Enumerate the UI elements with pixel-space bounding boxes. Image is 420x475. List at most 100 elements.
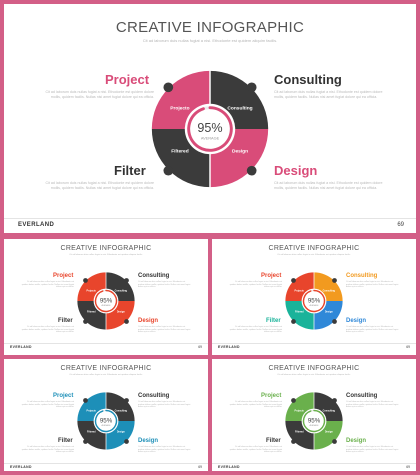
- slide-pink[interactable]: CREATIVE INFOGRAPHIC Cit ad laborum duis…: [4, 4, 416, 233]
- project-ring-label: Projecto: [294, 409, 304, 412]
- slide-title: CREATIVE INFOGRAPHIC: [60, 245, 152, 252]
- filter-segment: [151, 129, 210, 188]
- connector-dot: [124, 319, 129, 324]
- center-value: 95%: [308, 417, 321, 424]
- project-heading: Project: [261, 273, 282, 279]
- consulting-segment: [106, 392, 135, 421]
- consulting-text: Cit ad laborum duis nullas fugiat a nisi…: [346, 281, 399, 289]
- project-text: Cit ad laborum duis nullas fugiat a nisi…: [21, 281, 74, 289]
- consulting-segment: [210, 70, 269, 129]
- design-heading: Design: [138, 438, 159, 444]
- footer-divider: [212, 463, 416, 464]
- connector-dot: [332, 439, 337, 444]
- design-ring-label: Design: [325, 310, 333, 313]
- design-ring-label: Design: [325, 430, 333, 433]
- donut-chart: 95%AVERAGE Projecto Consulting Filtered Desi…: [151, 68, 269, 190]
- consulting-heading: Consulting: [274, 72, 342, 87]
- consulting-segment: [106, 272, 135, 301]
- progress-arc: [302, 289, 326, 313]
- connector-dot: [246, 165, 257, 176]
- brand-logo: EVERLAND: [10, 345, 32, 349]
- design-ring-label: Design: [117, 430, 125, 433]
- page-number: 69: [406, 465, 410, 469]
- slide-subtitle: Cit ad laborum duis nullas fugiat a nisi…: [69, 254, 143, 256]
- brand-logo: EVERLAND: [18, 222, 55, 228]
- slide-multicolor[interactable]: CREATIVE INFOGRAPHIC Cit ad laborum duis…: [212, 239, 416, 355]
- page-number: 69: [198, 465, 202, 469]
- slide-subtitle: Cit ad laborum duis nullas fugiat a nisi…: [142, 38, 278, 43]
- slide-blue[interactable]: CREATIVE INFOGRAPHIC Cit ad laborum duis…: [4, 359, 208, 471]
- slide-red-orange[interactable]: CREATIVE INFOGRAPHIC Cit ad laborum duis…: [4, 239, 208, 355]
- design-segment: [314, 421, 343, 450]
- slide-title: CREATIVE INFOGRAPHIC: [60, 365, 152, 372]
- center-label: AVERAGE: [309, 424, 319, 427]
- connector-dot: [124, 398, 129, 403]
- design-heading: Design: [274, 163, 318, 178]
- project-ring-label: Projecto: [86, 289, 96, 292]
- donut-center: [301, 288, 327, 314]
- consulting-ring-label: Consulting: [323, 409, 336, 412]
- connector-dot: [83, 439, 88, 444]
- connector-dot: [83, 319, 88, 324]
- donut-center: [184, 103, 236, 155]
- consulting-text: Cit ad laborum duis nullas fugiat a nisi…: [346, 401, 399, 409]
- filter-ring-label: Filtered: [295, 430, 304, 433]
- donut-center: [93, 288, 119, 314]
- consulting-heading: Consulting: [346, 393, 378, 399]
- filter-ring-label: Filtered: [87, 430, 96, 433]
- project-ring-label: Projecto: [170, 106, 189, 112]
- filter-text: Cit ad laborum duis nullas fugiat a nisi…: [45, 181, 154, 190]
- project-text: Cit ad laborum duis nullas fugiat a nisi…: [45, 90, 154, 99]
- design-segment: [106, 421, 135, 450]
- donut-center: [93, 408, 119, 434]
- project-text: Cit ad laborum duis nullas fugiat a nisi…: [21, 401, 74, 409]
- slide-title: CREATIVE INFOGRAPHIC: [268, 245, 360, 252]
- connector-dot: [332, 278, 337, 283]
- design-text: Cit ad laborum duis nullas fugiat a nisi…: [346, 446, 399, 454]
- connector-dot: [83, 398, 88, 403]
- project-segment: [77, 392, 106, 421]
- slide-subtitle: Cit ad laborum duis nullas fugiat a nisi…: [69, 374, 143, 376]
- page-number: 69: [198, 345, 202, 349]
- filter-heading: Filter: [114, 163, 146, 178]
- connector-dot: [332, 319, 337, 324]
- project-heading: Project: [53, 273, 74, 279]
- project-ring-label: Projecto: [294, 289, 304, 292]
- slide-green[interactable]: CREATIVE INFOGRAPHIC Cit ad laborum duis…: [212, 359, 416, 471]
- consulting-segment: [314, 392, 343, 421]
- filter-segment: [285, 301, 314, 330]
- filter-segment: [77, 301, 106, 330]
- progress-arc: [302, 409, 326, 433]
- consulting-ring-label: Consulting: [227, 106, 252, 112]
- project-segment: [151, 70, 210, 129]
- design-heading: Design: [346, 318, 367, 324]
- connector-dot: [291, 278, 296, 283]
- consulting-text: Cit ad laborum duis nullas fugiat a nisi…: [138, 281, 191, 289]
- filter-text: Cit ad laborum duis nullas fugiat a nisi…: [229, 446, 282, 454]
- consulting-ring-label: Consulting: [115, 409, 128, 412]
- project-segment: [285, 392, 314, 421]
- page-number: 69: [406, 345, 410, 349]
- design-segment: [106, 301, 135, 330]
- slide-subtitle: Cit ad laborum duis nullas fugiat a nisi…: [277, 254, 351, 256]
- design-text: Cit ad laborum duis nullas fugiat a nisi…: [274, 181, 383, 190]
- design-text: Cit ad laborum duis nullas fugiat a nisi…: [346, 326, 399, 334]
- design-segment: [210, 129, 269, 188]
- project-text: Cit ad laborum duis nullas fugiat a nisi…: [229, 401, 282, 409]
- connector-dot: [291, 319, 296, 324]
- filter-text: Cit ad laborum duis nullas fugiat a nisi…: [229, 326, 282, 334]
- brand-logo: EVERLAND: [218, 345, 240, 349]
- center-label: AVERAGE: [101, 304, 111, 307]
- project-heading: Project: [261, 393, 282, 399]
- project-heading: Project: [105, 72, 150, 87]
- filter-text: Cit ad laborum duis nullas fugiat a nisi…: [21, 326, 74, 334]
- filter-heading: Filter: [58, 318, 73, 324]
- filter-ring-label: Filtered: [87, 310, 96, 313]
- center-value: 95%: [197, 121, 222, 135]
- footer-divider: [212, 343, 416, 344]
- filter-heading: Filter: [266, 318, 281, 324]
- design-ring-label: Design: [117, 310, 125, 313]
- center-value: 95%: [100, 297, 113, 304]
- design-segment: [314, 301, 343, 330]
- filter-ring-label: Filtered: [295, 310, 304, 313]
